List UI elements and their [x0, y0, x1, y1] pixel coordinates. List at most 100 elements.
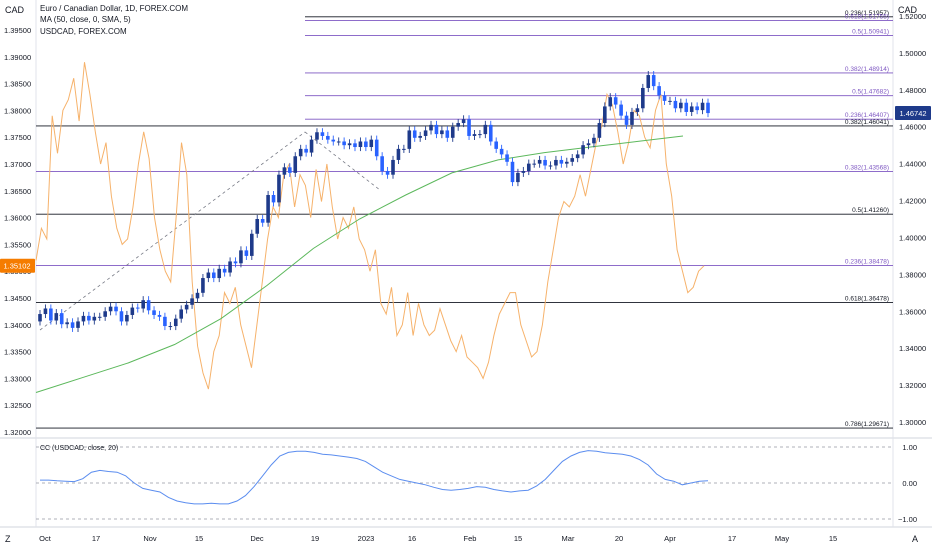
candle-body — [146, 300, 151, 311]
cc-indicator-pane: 1.00 0.00 −1.00 — [36, 443, 917, 524]
candle-body — [342, 141, 346, 146]
ma-study-label[interactable]: MA (50, close, 0, SMA, 5) — [40, 15, 131, 24]
candle-body — [271, 195, 276, 203]
fib-level-label: 0.382(1.48914) — [845, 66, 889, 73]
candle-body — [554, 159, 558, 166]
candle-body — [217, 268, 222, 279]
usdcad-overlay — [35, 62, 705, 390]
chart-title: Euro / Canadian Dollar, 1D, FOREX.COM — [40, 4, 189, 13]
fibonacci-levels: 0.618(1.52968)0.236(1.51957)0.618(1.5175… — [36, 10, 893, 429]
fib-level-label: 0.382(1.43568) — [845, 165, 889, 172]
left-axis-tick: 1.36500 — [4, 187, 31, 196]
right-axis-tick: 1.46000 — [899, 123, 926, 132]
candle-body — [70, 322, 75, 328]
right-axis-tick: 1.34000 — [899, 344, 926, 353]
left-axis-tick: 1.35500 — [4, 240, 31, 249]
candle-body — [700, 102, 705, 111]
price-badges: 1.46742 1.35102 — [0, 106, 931, 273]
ma50-line — [35, 135, 684, 393]
candle-body — [277, 174, 281, 203]
left-axis-tick: 1.37500 — [4, 133, 31, 142]
candle-body — [76, 321, 80, 328]
candle-body — [608, 97, 613, 107]
candle-body — [695, 106, 699, 111]
fib-level-label: 0.236(1.46407) — [845, 112, 889, 119]
time-axis-tick: 2023 — [358, 534, 375, 543]
candle-body — [689, 106, 694, 112]
cc-study-label[interactable]: CC (USDCAD, close, 20) — [40, 445, 119, 452]
time-axis-tick: Feb — [464, 534, 477, 543]
eurcad-price-badge: 1.46742 — [899, 109, 926, 118]
left-axis-tick: 1.34000 — [4, 321, 31, 330]
candle-body — [315, 132, 319, 140]
candle-body — [358, 141, 363, 148]
candle-body — [467, 119, 471, 136]
candle-body — [418, 135, 422, 138]
candle-body — [81, 315, 86, 322]
right-axis-unit: CAD — [898, 5, 918, 15]
grid-lines — [0, 0, 932, 528]
candle-body — [603, 106, 607, 124]
candle-body — [369, 139, 374, 148]
fib-trendline — [304, 131, 381, 191]
trendlines — [39, 131, 381, 331]
fib-level-label: 0.236(1.38478) — [845, 259, 889, 266]
time-axis-tick: 15 — [514, 534, 522, 543]
candle-body — [450, 126, 455, 138]
candle-body — [320, 132, 325, 136]
candle-body — [49, 308, 53, 321]
candle-body — [624, 115, 629, 125]
candle-body — [163, 316, 167, 327]
candle-body — [347, 143, 352, 146]
candle-body — [673, 100, 678, 109]
left-axis-tick: 1.38000 — [4, 106, 31, 115]
right-axis-tick: 1.44000 — [899, 160, 926, 169]
candle-body — [233, 261, 238, 264]
candle-body — [228, 261, 232, 273]
cc-tick-label: −1.00 — [898, 515, 917, 524]
fib-level-label: 0.5(1.50941) — [852, 29, 889, 36]
candle-body — [526, 163, 531, 172]
axes: 1.52000 1.50000 1.48000 1.46000 1.44000 1.420… — [4, 12, 926, 543]
candle-body — [548, 165, 553, 167]
cc-path — [40, 450, 709, 505]
candle-body — [374, 139, 379, 157]
candle-body — [445, 130, 450, 138]
candle-body — [168, 326, 173, 328]
time-axis-tick: 16 — [408, 534, 416, 543]
right-axis-tick: 1.50000 — [899, 49, 926, 58]
candle-body — [532, 163, 537, 165]
overlay-symbol-label[interactable]: USDCAD, FOREX.COM — [40, 27, 127, 36]
candle-body — [130, 307, 135, 315]
candle-body — [619, 104, 623, 116]
candle-body — [510, 161, 515, 183]
right-axis-tick: 1.32000 — [899, 381, 926, 390]
candle-body — [304, 148, 308, 153]
candle-body — [222, 268, 227, 273]
left-axis-unit: CAD — [5, 5, 25, 15]
candle-body — [157, 314, 162, 317]
candle-body — [380, 156, 384, 172]
timezone-button[interactable]: Z — [5, 534, 11, 544]
right-axis-tick: 1.40000 — [899, 233, 926, 242]
candle-body — [679, 102, 683, 109]
left-axis-tick: 1.39500 — [4, 26, 31, 35]
right-axis-tick: 1.30000 — [899, 418, 926, 427]
right-axis-tick: 1.48000 — [899, 86, 926, 95]
candle-body — [668, 100, 672, 102]
eurcad-price-badge-bg — [895, 106, 931, 121]
fib-level-label: 0.382(1.46041) — [845, 119, 889, 126]
candle-body — [331, 139, 336, 142]
candle-body — [135, 307, 140, 309]
candle-body — [54, 313, 59, 321]
candle-body — [38, 314, 42, 322]
candle-body — [575, 154, 580, 159]
auto-scale-button[interactable]: A — [912, 534, 919, 544]
time-axis-tick: 19 — [311, 534, 319, 543]
candle-body — [152, 310, 156, 315]
candle-body — [543, 159, 547, 166]
candle-body — [385, 171, 390, 175]
candle-body — [353, 143, 357, 148]
candle-body — [635, 108, 640, 112]
